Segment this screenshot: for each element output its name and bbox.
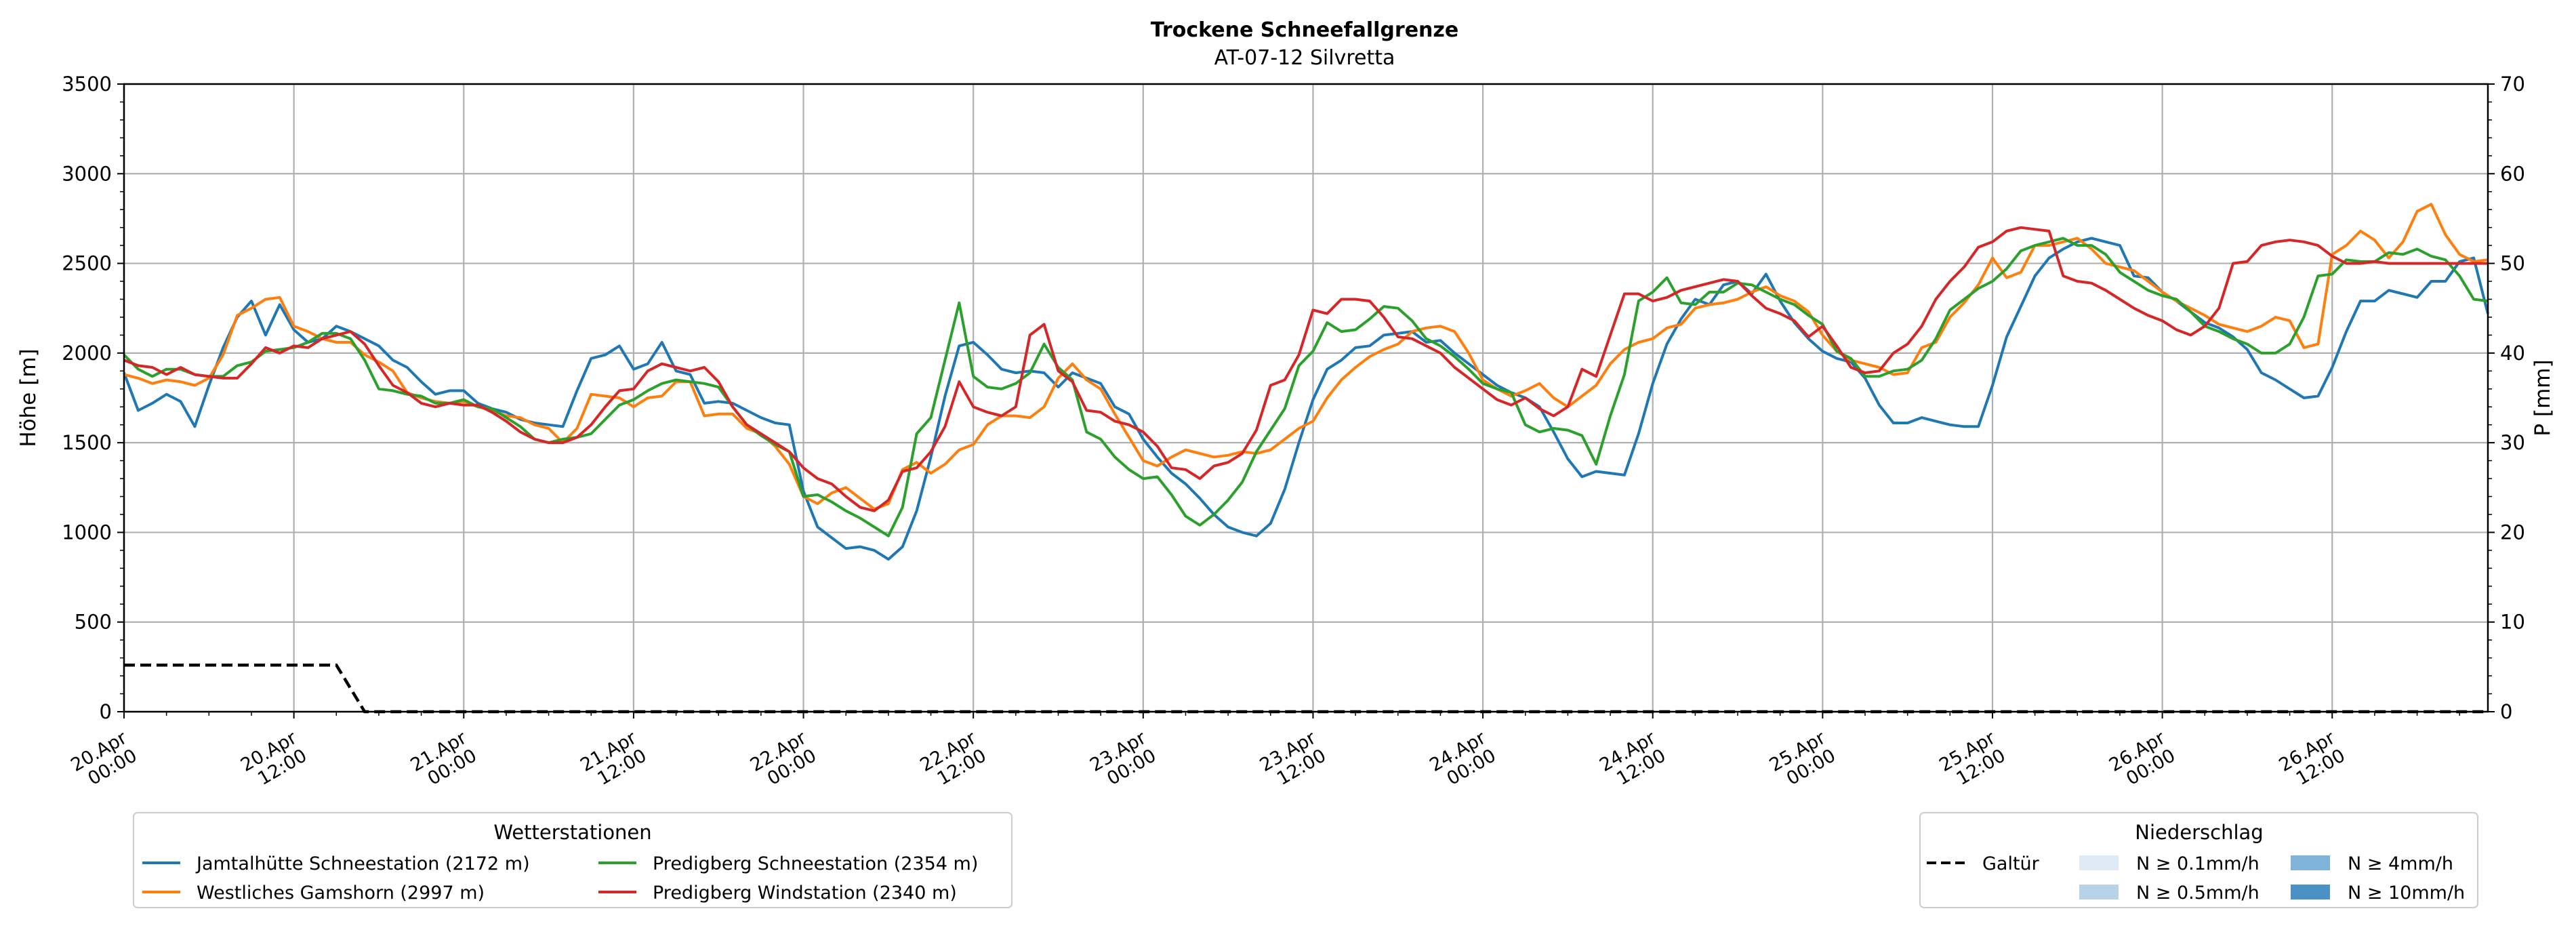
y-axis-label-right: P [mm] [2531,359,2555,436]
legend-precip-title: Niederschlag [2135,821,2263,844]
x-tick-label: 26.Apr12:00 [2276,727,2350,794]
y-right-tick-label: 20 [2500,521,2525,544]
legend-label-n10: N ≥ 10mm/h [2348,883,2465,904]
plot-frame [123,83,2489,713]
legend-label-n01: N ≥ 0.1mm/h [2136,853,2260,874]
x-tick-label: 24.Apr00:00 [1426,727,1500,794]
series-line-3 [123,226,2488,512]
series-layer [123,203,2489,561]
legend-stations: Wetterstationen Jamtalhütte Schneestatio… [133,812,1013,908]
legend-label-n05: N ≥ 0.5mm/h [2136,883,2260,904]
y-right-tick-label: 40 [2500,342,2525,365]
y-right-tick-label: 30 [2500,431,2525,454]
y-axis-right: 0 10 20 30 40 50 60 70 [2488,73,2525,723]
y-axis-left: 0 500 1000 1500 2000 2500 3000 3500 [62,73,124,723]
legend-label-galtuer: Galtür [1982,853,2040,874]
precipitation-layer [124,663,2488,714]
legend-label-predig-wind: Predigberg Windstation (2340 m) [653,883,957,904]
y-tick-label: 3000 [62,162,112,185]
x-tick-label: 25.Apr12:00 [1936,727,2009,794]
y-right-tick-label: 10 [2500,611,2525,634]
series-line-0 [123,237,2489,561]
x-tick-label: 25.Apr00:00 [1766,727,1840,794]
x-tick-label: 22.Apr00:00 [747,727,821,794]
legend-label-predig-schnee: Predigberg Schneestation (2354 m) [653,853,978,874]
y-tick-label: 1500 [62,431,112,454]
legend-precip: Niederschlag Galtür N ≥ 0.1mm/h N ≥ 0.5m… [1919,812,2478,908]
series-line-2 [123,237,2489,538]
y-tick-label: 500 [75,611,112,634]
grid [123,83,2488,713]
chart-title: Trockene Schneefallgrenze [1151,18,1458,42]
legend-stations-title: Wetterstationen [493,821,651,844]
series-line-1 [123,203,2489,510]
legend-precip-frame [1919,812,2478,908]
y-axis-label-left: Höhe [m] [16,348,41,447]
legend-label-gamshorn: Westliches Gamshorn (2997 m) [197,883,485,904]
x-tick-label: 22.Apr12:00 [917,727,991,794]
x-tick-label: 26.Apr00:00 [2106,727,2180,794]
legend-label-jamtal: Jamtalhütte Schneestation (2172 m) [195,853,530,874]
y-right-tick-label: 70 [2500,73,2525,96]
precip-line-galtuer [124,663,2488,714]
x-tick-label: 21.Apr12:00 [577,727,651,794]
y-tick-label: 0 [100,700,112,723]
legend-label-n4: N ≥ 4mm/h [2348,853,2453,874]
y-tick-label: 1000 [62,521,112,544]
legend-swatch-n05 [2079,885,2119,899]
x-tick-label: 20.Apr00:00 [67,727,141,794]
legend-swatch-n01 [2079,855,2119,870]
x-axis: 20.Apr00:00 20.Apr12:00 21.Apr00:00 21.Apr1… [67,712,2460,794]
x-tick-label: 23.Apr00:00 [1086,727,1160,794]
y-right-tick-label: 60 [2500,162,2525,185]
y-right-tick-label: 0 [2500,700,2512,723]
x-tick-label: 24.Apr12:00 [1596,727,1670,794]
x-tick-label: 20.Apr12:00 [237,727,311,794]
x-tick-label: 23.Apr12:00 [1256,727,1330,794]
legend-swatch-n4 [2291,855,2330,870]
legend-swatch-n10 [2291,885,2330,899]
x-tick-label: 21.Apr00:00 [407,727,481,794]
chart-subtitle: AT-07-12 Silvretta [1214,46,1395,70]
y-tick-label: 2000 [62,342,112,365]
legend-stations-frame [133,812,1013,908]
y-right-tick-label: 50 [2500,252,2525,275]
y-tick-label: 3500 [62,73,112,96]
y-tick-label: 2500 [62,252,112,275]
